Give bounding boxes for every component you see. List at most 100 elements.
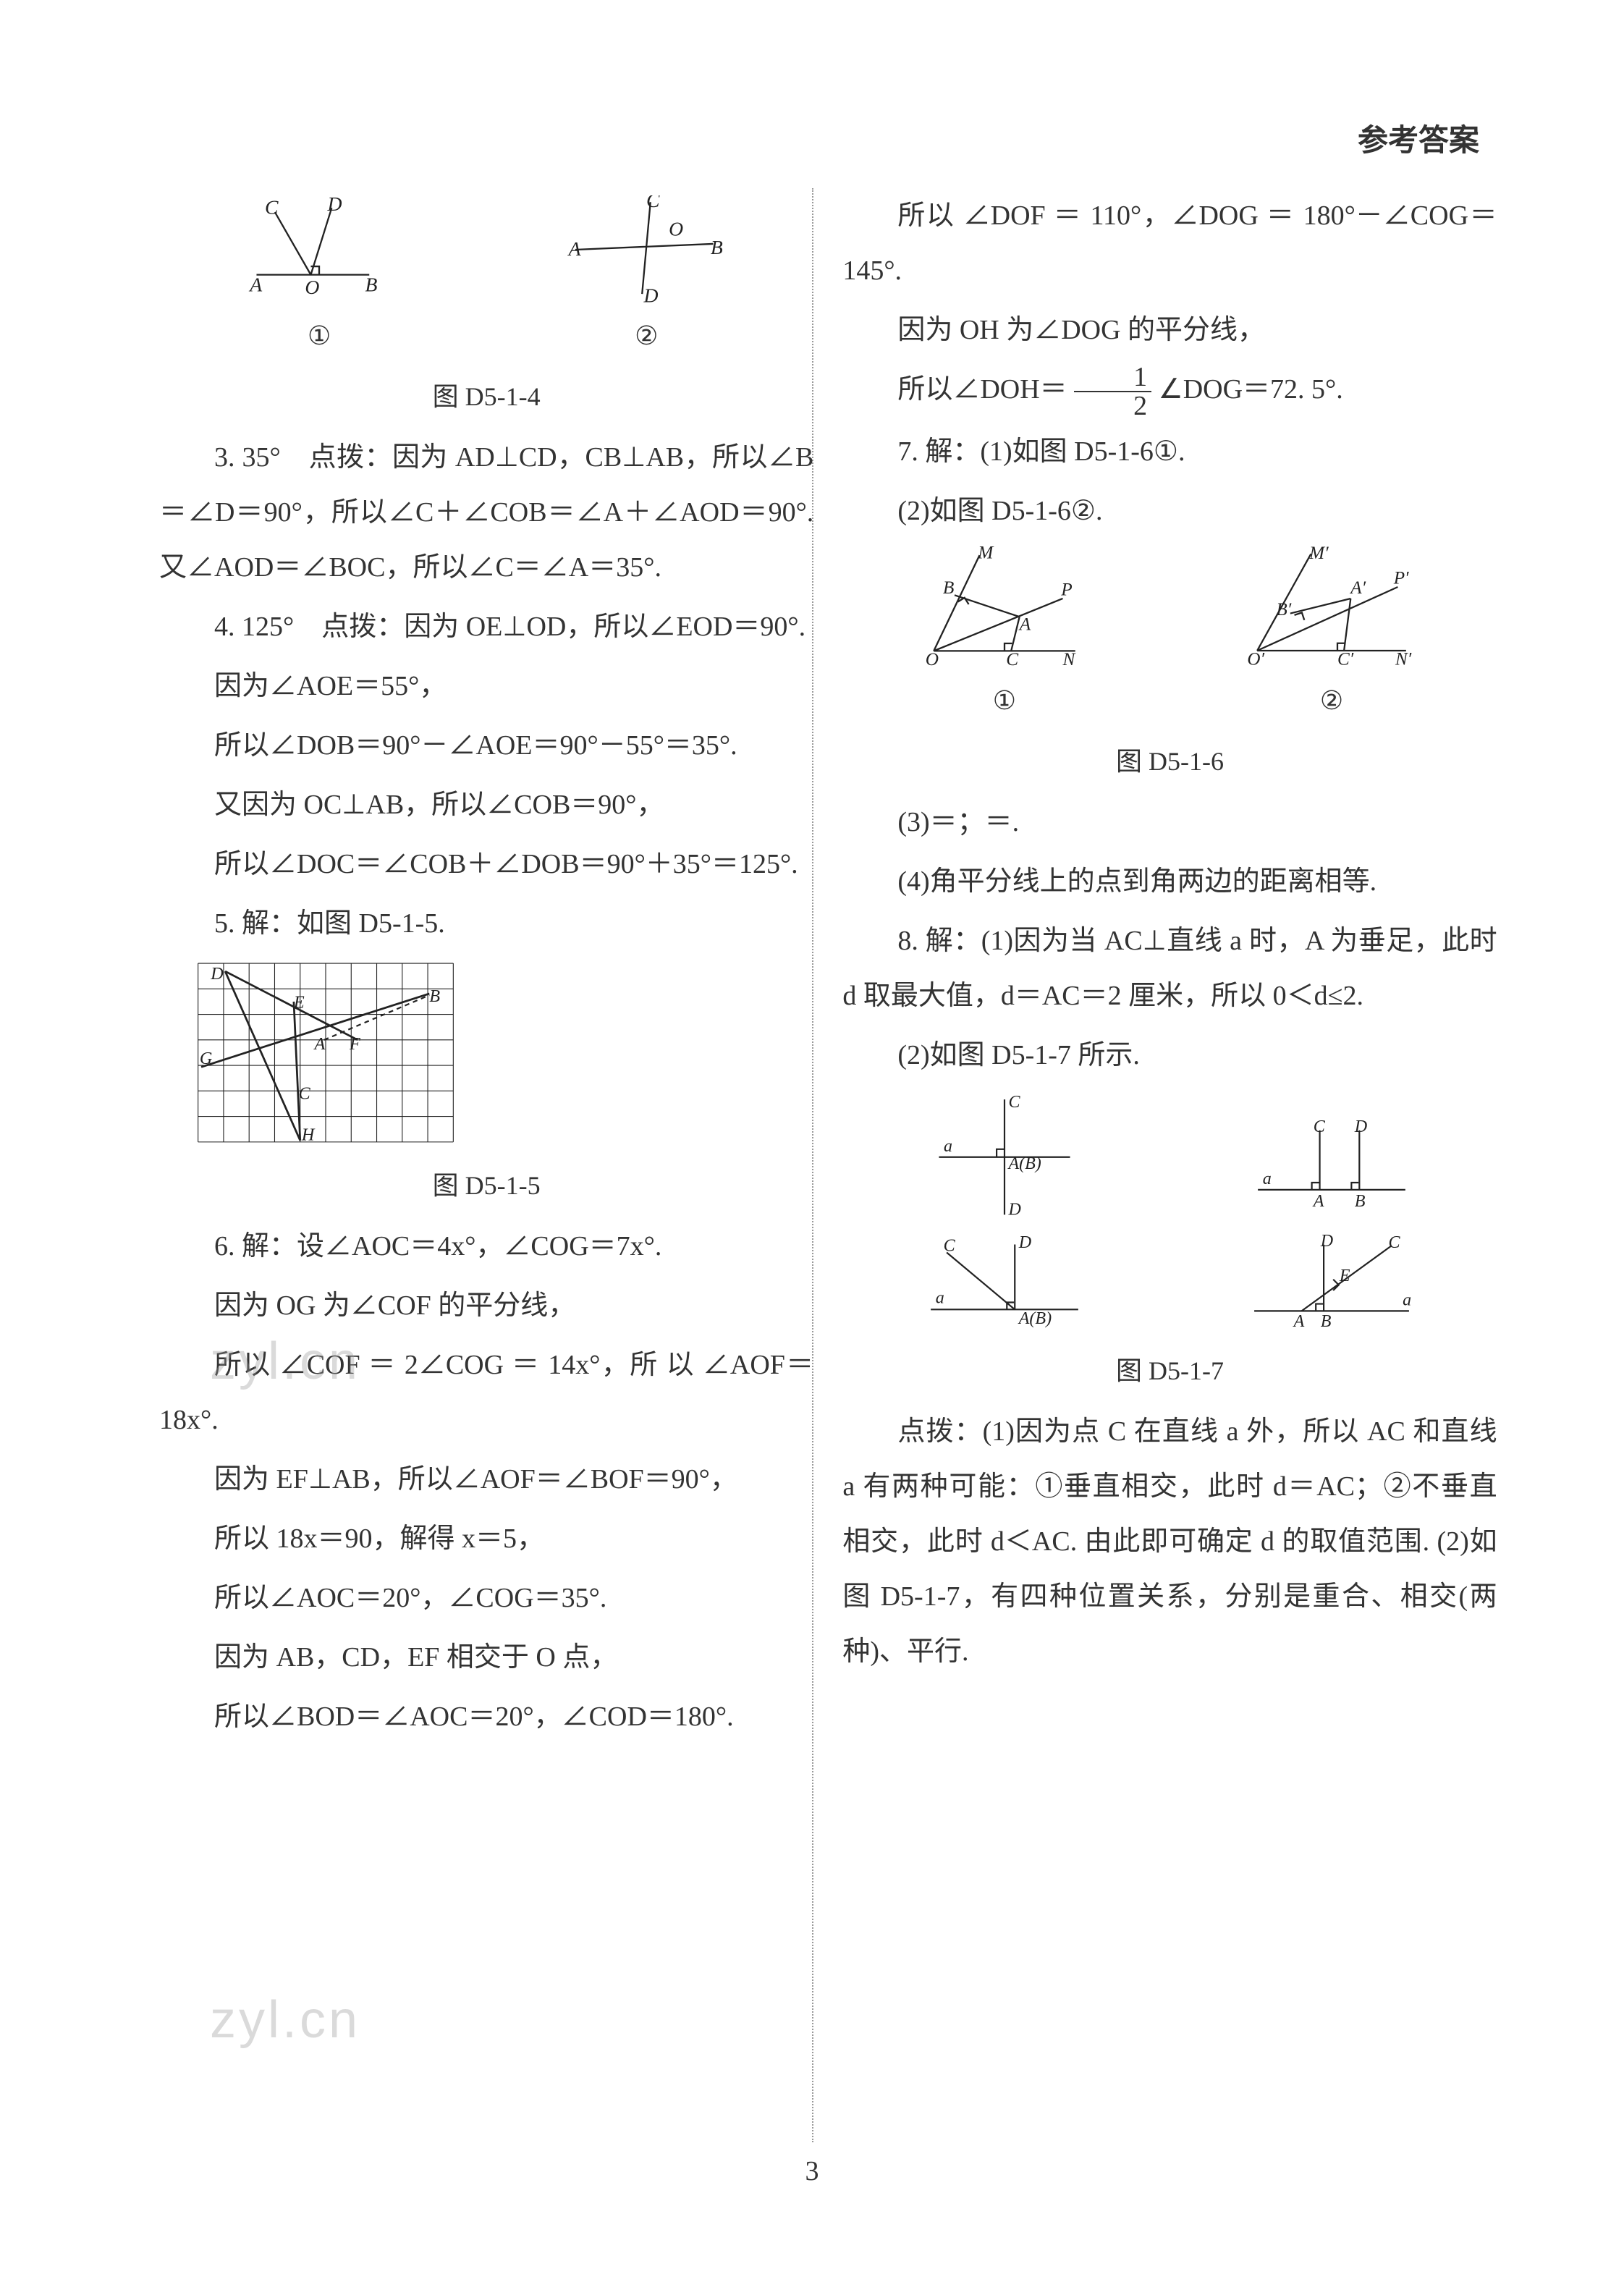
svg-text:A: A — [313, 1034, 326, 1054]
problem-6-line4: 因为 EF⊥AB，所以∠AOF＝∠BOF＝90°， — [159, 1452, 813, 1507]
problem-4-line5: 所以∠DOC＝∠COB＋∠DOB＝90°＋35°＝125°. — [159, 837, 813, 892]
svg-text:D: D — [1320, 1232, 1333, 1251]
figure-d5-1-4-sub2: A O B C D ② — [559, 195, 733, 362]
figure-d5-1-7: a A(B) C D a — [842, 1090, 1497, 1336]
right-line-6: (3)＝；＝. — [842, 795, 1497, 850]
svg-text:a: a — [1403, 1291, 1411, 1310]
figure-d5-1-6-caption: 图 D5-1-6 — [842, 735, 1497, 787]
svg-text:F: F — [349, 1034, 360, 1054]
svg-text:C: C — [646, 195, 660, 211]
problem-6-line3: 所以 ∠COF ＝ 2∠COG ＝ 14x°，所 以 ∠AOF＝18x°. — [159, 1337, 813, 1447]
right-line-8: 8. 解：(1)因为当 AC⊥直线 a 时，A 为垂足，此时 d 取最大值，d＝… — [842, 913, 1497, 1023]
svg-text:D: D — [210, 964, 224, 984]
svg-text:A: A — [1018, 614, 1031, 635]
svg-text:D: D — [1354, 1117, 1368, 1136]
problem-3: 3. 35° 点拨：因为 AD⊥CD，CB⊥AB，所以∠B＝∠D＝90°，所以∠… — [159, 430, 813, 595]
svg-text:C: C — [944, 1237, 956, 1256]
problem-6-line6: 所以∠AOC＝20°，∠COG＝35°. — [159, 1571, 813, 1626]
svg-text:B: B — [1355, 1192, 1366, 1211]
svg-text:A(B): A(B) — [1007, 1154, 1041, 1173]
svg-text:C: C — [1006, 649, 1019, 669]
problem-5: 5. 解：如图 D5-1-5. — [159, 896, 813, 951]
problem-6-line2: 因为 OG 为∠COF 的平分线， — [159, 1278, 813, 1333]
svg-text:O: O — [669, 217, 683, 240]
svg-text:C: C — [1314, 1117, 1326, 1136]
svg-text:A: A — [248, 274, 262, 296]
svg-text:N: N — [1062, 649, 1076, 669]
right-line-10: 点拨：(1)因为点 C 在直线 a 外，所以 AC 和直线 a 有两种可能：①垂… — [842, 1404, 1497, 1679]
svg-text:a: a — [1263, 1170, 1272, 1188]
figure-d5-1-4-sub1: A O B C D ① — [240, 195, 399, 362]
figure-d5-1-4-sub1-label: ① — [240, 310, 399, 362]
svg-text:N′: N′ — [1395, 650, 1412, 669]
svg-text:a: a — [944, 1137, 952, 1156]
figure-d5-1-7-panel-3: a A(B) C D — [921, 1227, 1088, 1336]
figure-d5-1-4-caption: 图 D5-1-4 — [159, 371, 813, 423]
figure-d5-1-6-sub2: O′ C′ N′ M′ B′ A′ P′ ② — [1245, 546, 1418, 727]
right-line-5: (2)如图 D5-1-6②. — [842, 483, 1497, 538]
problem-4-line1: 4. 125° 点拨：因为 OE⊥OD，所以∠EOD＝90°. — [159, 599, 813, 654]
right-line-4: 7. 解：(1)如图 D5-1-6①. — [842, 424, 1497, 479]
svg-text:O: O — [305, 276, 319, 298]
svg-text:E: E — [293, 993, 305, 1013]
svg-text:A(B): A(B) — [1018, 1309, 1052, 1328]
svg-text:O: O — [926, 649, 939, 669]
fraction-half: 1 2 — [1074, 363, 1151, 420]
figure-d5-1-6-sub1-label: ① — [921, 675, 1088, 727]
figure-d5-1-4-sub2-label: ② — [559, 310, 733, 362]
problem-4-line2: 因为∠AOE＝55°， — [159, 659, 813, 714]
r3-post: ∠DOG＝72. 5°. — [1159, 374, 1343, 405]
problem-4-line3: 所以∠DOB＝90°－∠AOE＝90°－55°＝35°. — [159, 718, 813, 773]
svg-text:H: H — [301, 1125, 316, 1145]
problem-6-line7: 因为 AB，CD，EF 相交于 O 点， — [159, 1630, 813, 1685]
figure-d5-1-4: A O B C D ① A O — [159, 195, 813, 362]
right-line-2: 因为 OH 为∠DOG 的平分线， — [842, 303, 1497, 358]
svg-text:B: B — [429, 986, 440, 1006]
svg-text:C: C — [299, 1083, 311, 1103]
svg-text:C: C — [265, 195, 279, 218]
svg-text:P′: P′ — [1393, 569, 1409, 588]
frac-den: 2 — [1074, 392, 1151, 420]
page-header-title: 参考答案 — [1358, 116, 1479, 160]
content-area: A O B C D ① A O — [159, 188, 1523, 1749]
svg-text:C′: C′ — [1337, 650, 1354, 669]
svg-text:a: a — [936, 1289, 944, 1308]
right-line-7: (4)角平分线上的点到角两边的距离相等. — [842, 854, 1497, 909]
svg-text:M: M — [977, 546, 994, 563]
frac-num: 1 — [1074, 363, 1151, 392]
svg-text:A: A — [567, 237, 581, 260]
r3-pre: 所以∠DOH＝ — [897, 374, 1067, 405]
figure-d5-1-7-panel-4: a A B C D E — [1245, 1227, 1418, 1336]
svg-text:C: C — [1008, 1093, 1020, 1112]
svg-text:A: A — [1293, 1312, 1305, 1331]
problem-4-line4: 又因为 OC⊥AB，所以∠COB＝90°， — [159, 777, 813, 832]
svg-text:D: D — [327, 195, 342, 215]
svg-text:C: C — [1389, 1233, 1401, 1252]
svg-text:P: P — [1060, 580, 1072, 600]
figure-d5-1-6-sub1: O C N M B A P ① — [921, 546, 1088, 727]
svg-text:D: D — [643, 284, 659, 304]
svg-text:M′: M′ — [1308, 546, 1329, 563]
svg-text:A: A — [1312, 1192, 1324, 1211]
figure-d5-1-7-panel-2: a A B C D — [1248, 1112, 1415, 1220]
svg-text:A′: A′ — [1349, 578, 1366, 598]
right-line-9: (2)如图 D5-1-7 所示. — [842, 1028, 1497, 1083]
figure-d5-1-5-caption: 图 D5-1-5 — [159, 1159, 813, 1212]
svg-text:D: D — [1007, 1201, 1020, 1220]
figure-d5-1-6-sub2-label: ② — [1245, 675, 1418, 727]
problem-6-line1: 6. 解：设∠AOC＝4x°，∠COG＝7x°. — [159, 1219, 813, 1274]
svg-text:G: G — [200, 1049, 213, 1068]
right-column: 所以 ∠DOF ＝ 110°，∠DOG ＝ 180°－∠COG＝145°. 因为… — [842, 188, 1497, 1749]
figure-d5-1-5: D E B A F G C H — [159, 955, 813, 1151]
right-line-1: 所以 ∠DOF ＝ 110°，∠DOG ＝ 180°－∠COG＝145°. — [842, 188, 1497, 298]
figure-d5-1-7-caption: 图 D5-1-7 — [842, 1345, 1497, 1397]
svg-text:B: B — [365, 274, 378, 296]
page-number: 3 — [0, 2155, 1624, 2187]
figure-d5-1-7-panel-1: a A(B) C D — [925, 1090, 1084, 1220]
svg-text:D: D — [1018, 1233, 1032, 1252]
problem-6-line5: 所以 18x＝90，解得 x＝5， — [159, 1511, 813, 1566]
svg-text:E: E — [1339, 1267, 1350, 1285]
svg-text:B: B — [711, 236, 723, 258]
watermark-2: zyl.cn — [210, 1990, 360, 2050]
left-column: A O B C D ① A O — [159, 188, 813, 1749]
